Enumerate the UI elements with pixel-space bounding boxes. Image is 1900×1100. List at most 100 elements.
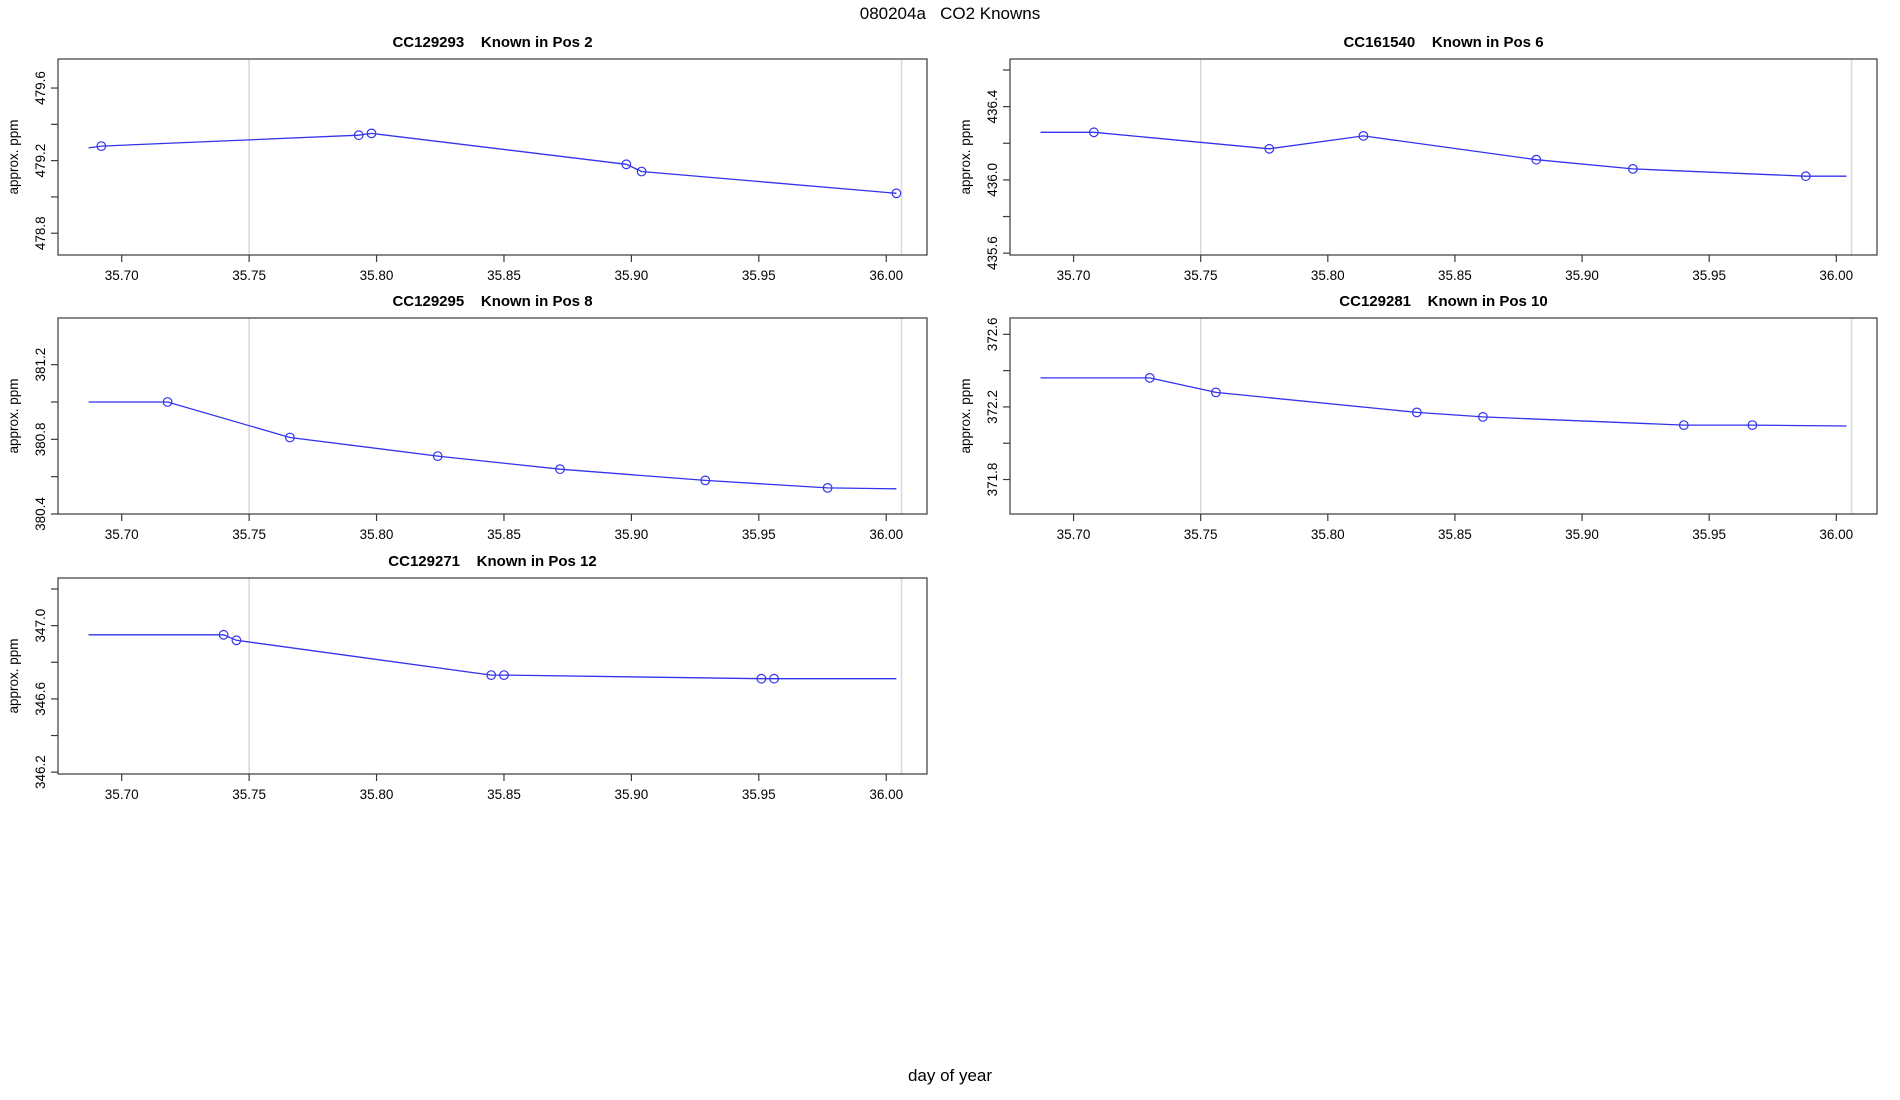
x-tick-label: 35.90 <box>614 787 648 802</box>
data-line <box>1040 377 1847 427</box>
x-tick-label: 35.70 <box>1057 527 1091 542</box>
data-point <box>366 128 377 139</box>
panel-cc129295: 35.70 35.75 35.80 35.85 35.90 35.95 36.00 381.2… <box>0 288 942 556</box>
plot-border <box>1009 58 1878 256</box>
panel-title: CC129293 Known in Pos 2 <box>392 34 592 51</box>
data-point <box>555 464 565 475</box>
x-tick-label: 35.80 <box>1311 527 1345 542</box>
x-tick-label: 35.85 <box>487 527 521 542</box>
figure-title: 080204a CO2 Knowns <box>859 4 1041 23</box>
x-tick-label: 36.00 <box>869 527 903 542</box>
panel-cc129281: 35.70 35.75 35.80 35.85 35.90 35.95 36.00 372.6… <box>952 288 1892 556</box>
data-point <box>891 188 902 199</box>
x-tick-label: 35.85 <box>487 787 521 802</box>
x-tick-label: 35.70 <box>105 268 139 283</box>
x-tick-label: 35.90 <box>614 268 648 283</box>
x-tick-label: 35.95 <box>742 527 776 542</box>
plot-cc161540: 35.70 35.75 35.80 35.85 35.90 35.95 36.00 436.4… <box>958 34 1878 283</box>
x-tick-label: 35.85 <box>1438 527 1472 542</box>
y-tick-label: 479.6 <box>33 71 48 105</box>
x-tick-label: 36.00 <box>869 268 903 283</box>
y-tick-label: 478.8 <box>33 216 48 250</box>
data-point <box>499 670 509 680</box>
plot-border <box>57 58 928 256</box>
x-tick-label: 35.85 <box>1438 268 1472 283</box>
y-tick-label: 371.8 <box>985 463 1000 497</box>
x-tick-label: 35.95 <box>742 787 776 802</box>
y-tick-label: 380.8 <box>33 422 48 456</box>
data-point <box>700 475 711 486</box>
y-tick-label: 372.2 <box>985 390 1000 424</box>
y-tick-label: 347.0 <box>33 609 48 643</box>
data-point <box>96 141 107 151</box>
y-tick-label: 380.4 <box>33 497 48 531</box>
x-tick-label: 35.75 <box>232 787 266 802</box>
x-tick-label: 35.70 <box>105 527 139 542</box>
data-point <box>1211 387 1221 398</box>
x-tick-label: 35.75 <box>232 268 266 283</box>
plot-border <box>57 577 928 775</box>
plot-border <box>57 317 928 515</box>
x-tick-label: 36.00 <box>869 787 903 802</box>
x-tick-label: 35.90 <box>1565 268 1599 283</box>
plot-border <box>1009 317 1878 515</box>
x-tick-label: 36.00 <box>1819 527 1853 542</box>
data-point <box>162 397 173 407</box>
data-point <box>1144 372 1155 383</box>
data-point <box>432 451 443 462</box>
data-line <box>88 634 897 680</box>
y-axis-label: approx. ppm <box>958 119 973 194</box>
panel-cc129293: 35.70 35.75 35.80 35.85 35.90 35.95 36.00 479.6… <box>0 29 942 297</box>
data-point <box>1531 154 1542 165</box>
data-point <box>1264 143 1275 154</box>
x-tick-label: 35.80 <box>1311 268 1345 283</box>
data-point <box>231 635 242 646</box>
data-point <box>218 629 229 640</box>
y-tick-label: 346.6 <box>33 682 48 716</box>
x-tick-label: 35.70 <box>105 787 139 802</box>
y-tick-label: 381.2 <box>33 348 48 382</box>
x-tick-label: 35.90 <box>1565 527 1599 542</box>
plot-cc129281: 35.70 35.75 35.80 35.85 35.90 35.95 36.00 372.6… <box>958 293 1878 542</box>
x-tick-label: 36.00 <box>1819 268 1853 283</box>
y-tick-label: 436.4 <box>985 89 1000 123</box>
data-point <box>285 432 295 443</box>
data-point <box>636 166 647 177</box>
x-tick-label: 35.95 <box>1692 268 1726 283</box>
y-axis-label: approx. ppm <box>6 378 21 453</box>
data-line <box>1040 131 1847 177</box>
data-point <box>1628 163 1638 174</box>
x-tick-label: 35.95 <box>742 268 776 283</box>
panel-title: CC129295 Known in Pos 8 <box>392 293 592 310</box>
x-tick-label: 35.70 <box>1057 268 1091 283</box>
plot-cc129293: 35.70 35.75 35.80 35.85 35.90 35.95 36.00 479.6… <box>6 34 928 283</box>
figure-x-axis-label: day of year <box>907 1066 993 1085</box>
y-axis-label: approx. ppm <box>958 378 973 453</box>
x-tick-label: 35.75 <box>1184 527 1218 542</box>
data-point <box>1747 420 1758 431</box>
data-point <box>769 673 779 684</box>
x-tick-label: 35.80 <box>360 787 394 802</box>
panel-title: CC161540 Known in Pos 6 <box>1343 34 1543 51</box>
panel-cc129271: 35.70 35.75 35.80 35.85 35.90 35.95 36.00 347.0… <box>0 548 942 816</box>
panel-title: CC129271 Known in Pos 12 <box>388 553 596 570</box>
data-point <box>1088 127 1099 138</box>
x-tick-label: 35.80 <box>360 527 394 542</box>
x-tick-label: 35.85 <box>487 268 521 283</box>
y-axis-label: approx. ppm <box>6 638 21 713</box>
panel-cc161540: 35.70 35.75 35.80 35.85 35.90 35.95 36.00 436.4… <box>952 29 1892 297</box>
plot-cc129271: 35.70 35.75 35.80 35.85 35.90 35.95 36.00 347.0… <box>6 553 928 802</box>
data-point <box>1678 420 1689 431</box>
data-point <box>1358 130 1369 141</box>
data-line <box>88 132 897 194</box>
y-tick-label: 346.2 <box>33 755 48 789</box>
x-tick-label: 35.75 <box>1184 268 1218 283</box>
x-tick-label: 35.90 <box>614 527 648 542</box>
y-axis-label: approx. ppm <box>6 119 21 194</box>
data-point <box>1478 411 1488 422</box>
data-point <box>353 130 364 141</box>
y-tick-label: 435.6 <box>985 236 1000 270</box>
data-line <box>88 401 897 490</box>
data-point <box>1800 171 1811 182</box>
x-tick-label: 35.80 <box>360 268 394 283</box>
